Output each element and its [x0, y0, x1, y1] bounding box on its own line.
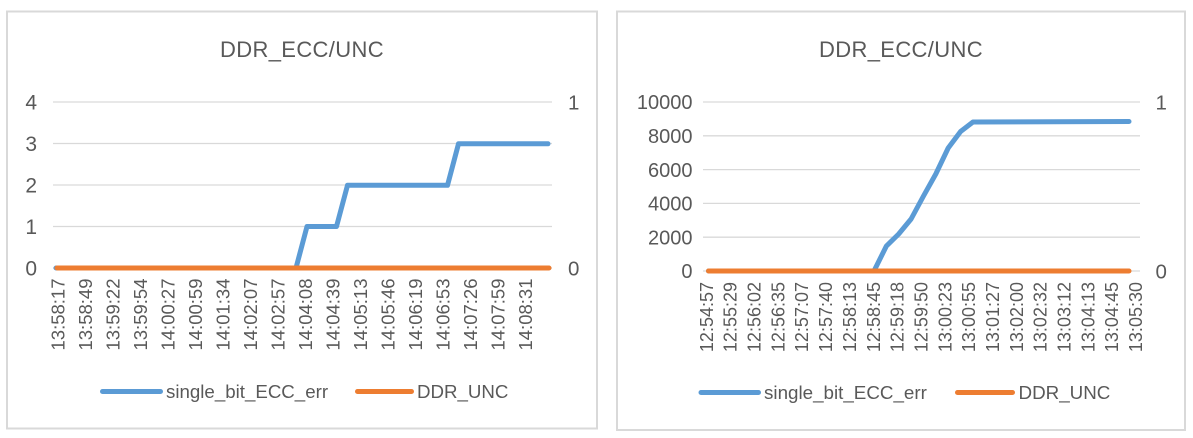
svg-text:12:59:18: 12:59:18 [888, 282, 908, 352]
svg-text:single_bit_ECC_err: single_bit_ECC_err [166, 381, 328, 403]
svg-text:DDR_UNC: DDR_UNC [1019, 382, 1111, 404]
svg-text:DDR_ECC/UNC: DDR_ECC/UNC [220, 37, 384, 62]
svg-text:DDR_ECC/UNC: DDR_ECC/UNC [819, 37, 983, 62]
svg-text:14:01:34: 14:01:34 [212, 279, 233, 351]
svg-text:12:58:13: 12:58:13 [840, 282, 860, 352]
svg-text:3: 3 [25, 133, 37, 156]
svg-text:13:05:30: 13:05:30 [1126, 282, 1146, 352]
svg-text:14:04:39: 14:04:39 [322, 279, 343, 351]
svg-text:DDR_UNC: DDR_UNC [417, 381, 508, 403]
svg-text:13:03:12: 13:03:12 [1055, 282, 1075, 352]
svg-text:14:02:57: 14:02:57 [267, 279, 288, 351]
svg-text:1: 1 [1156, 91, 1167, 114]
svg-text:12:54:57: 12:54:57 [697, 282, 717, 352]
svg-text:1: 1 [25, 216, 37, 239]
svg-text:14:05:13: 14:05:13 [350, 279, 371, 351]
svg-text:6000: 6000 [648, 160, 693, 182]
svg-text:13:58:17: 13:58:17 [47, 279, 68, 351]
svg-text:13:04:13: 13:04:13 [1078, 282, 1098, 352]
svg-text:12:58:45: 12:58:45 [864, 282, 884, 352]
svg-text:12:56:35: 12:56:35 [768, 282, 788, 352]
svg-text:0: 0 [568, 257, 579, 280]
svg-text:14:04:08: 14:04:08 [295, 279, 316, 351]
svg-text:0: 0 [681, 261, 692, 283]
svg-text:13:59:54: 13:59:54 [130, 279, 151, 351]
svg-text:13:00:55: 13:00:55 [959, 282, 979, 352]
svg-text:13:59:22: 13:59:22 [102, 279, 123, 351]
svg-text:13:02:32: 13:02:32 [1031, 282, 1051, 352]
svg-text:single_bit_ECC_err: single_bit_ECC_err [764, 382, 927, 404]
svg-text:14:07:59: 14:07:59 [487, 279, 508, 351]
svg-text:14:00:27: 14:00:27 [157, 279, 178, 351]
svg-text:12:55:29: 12:55:29 [721, 282, 741, 352]
svg-text:2000: 2000 [648, 227, 693, 249]
svg-text:14:07:26: 14:07:26 [460, 279, 481, 351]
svg-text:12:57:40: 12:57:40 [816, 282, 836, 352]
svg-text:2: 2 [25, 174, 37, 197]
svg-text:12:56:02: 12:56:02 [745, 282, 765, 352]
svg-text:14:06:19: 14:06:19 [405, 279, 426, 351]
svg-text:4000: 4000 [648, 194, 693, 216]
svg-text:0: 0 [25, 257, 37, 280]
svg-text:14:08:31: 14:08:31 [515, 279, 536, 351]
svg-text:14:06:53: 14:06:53 [432, 279, 453, 351]
svg-text:13:02:00: 13:02:00 [1007, 282, 1027, 352]
svg-text:1: 1 [568, 91, 579, 114]
svg-text:14:02:07: 14:02:07 [240, 279, 261, 351]
svg-text:13:00:23: 13:00:23 [935, 282, 955, 352]
svg-text:14:05:46: 14:05:46 [377, 279, 398, 351]
svg-text:14:00:59: 14:00:59 [185, 279, 206, 351]
svg-text:10000: 10000 [637, 92, 693, 114]
svg-text:8000: 8000 [648, 126, 693, 148]
svg-text:13:04:45: 13:04:45 [1102, 282, 1122, 352]
svg-text:12:57:07: 12:57:07 [792, 282, 812, 352]
svg-text:13:58:49: 13:58:49 [75, 279, 96, 351]
svg-text:4: 4 [25, 91, 37, 114]
svg-text:12:59:50: 12:59:50 [911, 282, 931, 352]
svg-text:0: 0 [1156, 260, 1167, 283]
svg-text:13:01:27: 13:01:27 [983, 282, 1003, 352]
